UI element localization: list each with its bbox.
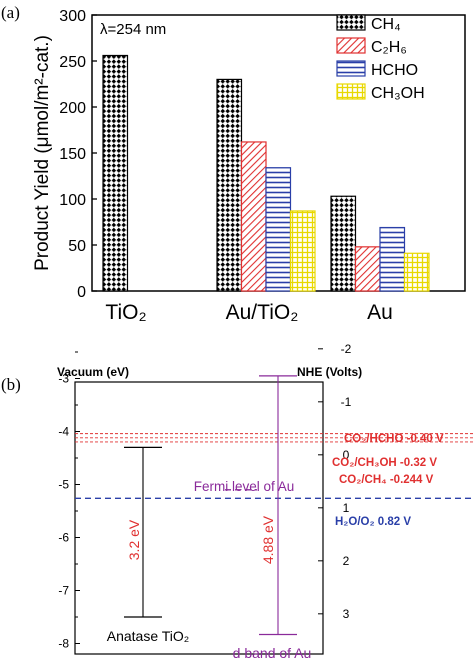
- right-axis-ticks: -2 -1 0 1 2 3: [318, 342, 352, 621]
- bar-diagonal: [240, 141, 267, 292]
- x-category-label: TiO₂: [105, 301, 146, 324]
- left-tick-label: -8: [58, 637, 69, 651]
- legend-label: HCHO: [371, 62, 418, 79]
- diagram-frame: [74, 381, 324, 655]
- wavelength-annotation: λ=254 nm: [100, 21, 166, 38]
- anatase-label: Anatase TiO₂: [107, 628, 189, 644]
- left-tick-label: -3: [58, 372, 69, 386]
- y-tick-label: 100: [59, 192, 86, 209]
- y-axis-label: Product Yield (μmol/m²-cat.): [32, 35, 53, 271]
- au-gap-label: 4.88 eV: [260, 515, 276, 564]
- au-fermi-label: Fermi level of Au: [194, 479, 295, 494]
- redox-level-label: H₂O/O₂ 0.82 V: [335, 516, 411, 528]
- left-tick-label: -6: [58, 531, 69, 545]
- y-tick-label: 250: [59, 54, 86, 71]
- left-axis-label: Vacuum (eV): [57, 365, 129, 379]
- y-tick-label: 50: [68, 238, 86, 255]
- bar-crosshatch: [102, 54, 129, 292]
- right-axis-label: NHE (Volts): [297, 365, 362, 379]
- x-axis-categories: TiO₂ Au/TiO₂ Au: [105, 301, 392, 324]
- right-tick-label: -1: [341, 395, 352, 409]
- left-tick-label: -4: [58, 425, 69, 439]
- right-tick-label: -2: [341, 342, 352, 356]
- redox-level-label: CO₂/CH₄ -0.244 V: [339, 474, 434, 486]
- right-tick-label: 0: [343, 448, 350, 462]
- left-axis-ticks: -3 -4 -5 -6 -7 -8: [58, 351, 80, 651]
- left-tick-label: -7: [58, 584, 69, 598]
- bar-crosshatch: [330, 195, 357, 292]
- legend-swatch: [336, 37, 366, 54]
- bars: [102, 54, 430, 292]
- bar-grid: [403, 252, 430, 292]
- y-tick-label: 200: [59, 100, 86, 117]
- bar-horizontal: [379, 226, 406, 292]
- au-dband-label: d band of Au: [233, 645, 312, 661]
- bar-crosshatch: [216, 78, 243, 292]
- y-tick-label: 150: [59, 146, 86, 163]
- legend-swatch: [336, 83, 366, 100]
- redox-levels: CO₂/HCHO -0.40 V CO₂/CH₃OH -0.32 V CO₂/CH₄…: [75, 433, 474, 528]
- anatase-bandgap: 3.2 eV Anatase TiO₂: [107, 446, 189, 644]
- anatase-gap-label: 3.2 eV: [126, 519, 142, 560]
- right-tick-label: 2: [343, 554, 350, 568]
- x-category-label: Au: [367, 301, 393, 324]
- right-tick-label: 1: [343, 501, 350, 515]
- y-tick-label: 300: [59, 8, 86, 25]
- legend: CH₄ C₂H₆ HCHO CH₃OH: [336, 14, 425, 102]
- energy-diagram: Vacuum (eV) NHE (Volts) -3-4-5-6-7-8 -2-…: [57, 342, 474, 661]
- redox-level-label: CO₂/HCHO -0.40 V: [344, 433, 444, 445]
- legend-label: C₂H₆: [371, 39, 407, 56]
- x-category-label: Au/TiO₂: [226, 301, 299, 324]
- y-tick-label: 0: [77, 284, 86, 301]
- left-tick-label: -5: [58, 478, 69, 492]
- bar-grid: [289, 210, 316, 292]
- au-levels: Fermi level of Au 4.88 eV d band of Au: [194, 375, 312, 661]
- bar-chart: λ=254 nm Product Yield (μmol/m²-cat.) 0 5…: [32, 8, 466, 324]
- right-tick-label: 3: [343, 607, 350, 621]
- redox-level-label: CO₂/CH₃OH -0.32 V: [332, 457, 437, 469]
- legend-swatch: [336, 14, 366, 31]
- bar-diagonal: [354, 246, 381, 292]
- legend-label: CH₄: [371, 16, 401, 33]
- y-axis-ticks: 0 50 100 150 200 250 300: [59, 8, 97, 301]
- panel-a-label: (a): [1, 3, 20, 22]
- legend-label: CH₃OH: [371, 85, 425, 102]
- legend-swatch: [336, 60, 366, 77]
- panel-b-label: (b): [1, 375, 21, 394]
- bar-horizontal: [265, 167, 292, 292]
